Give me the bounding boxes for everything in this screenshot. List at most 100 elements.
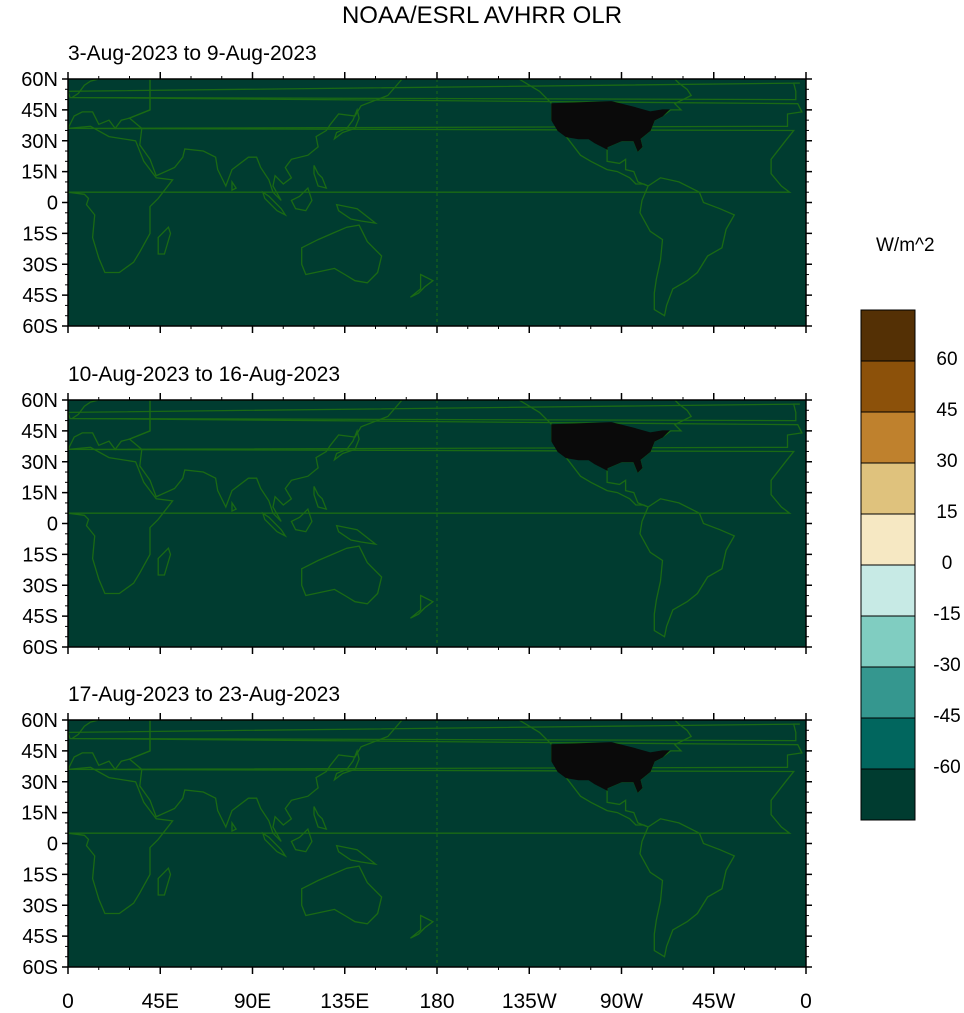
coastline-newguinea [335, 524, 378, 546]
coastline-greenland [712, 720, 716, 721]
coastline-nz [409, 273, 435, 298]
lat-tick-label: 45S [22, 926, 58, 948]
lon-tick-label: 90E [234, 990, 271, 1013]
lat-tick-label: 60N [21, 710, 58, 732]
lon-tick-label: 45E [142, 990, 179, 1013]
coastline-japan [333, 748, 360, 782]
coastline-uk [68, 723, 800, 742]
coastline-europe [68, 79, 803, 130]
coastline-sumatra [261, 511, 288, 538]
us-overlay [551, 422, 670, 473]
colorbar-swatch [860, 564, 916, 617]
coastline-samerica [639, 818, 736, 958]
us-overlay [551, 742, 670, 793]
coastlines [68, 79, 803, 326]
coastline-madagascar [157, 546, 172, 576]
coastline-madagascar [157, 866, 172, 896]
coastline-nz [409, 594, 435, 619]
coastline-sumatra [261, 190, 288, 217]
lon-tick-label: 135E [320, 990, 369, 1013]
lat-tick-label: 15S [22, 864, 58, 886]
colorbar-swatch [860, 411, 916, 464]
lat-tick-label: 0 [47, 834, 58, 856]
lat-tick-label: 15N [21, 803, 58, 825]
colorbar-swatch [860, 462, 916, 515]
lat-tick-label: 45N [21, 741, 58, 763]
lat-tick-label: 30S [22, 254, 58, 276]
colorbar-units: W/m^2 [876, 235, 935, 256]
coastline-srilanka [231, 179, 238, 192]
lat-tick-label: 60S [22, 316, 58, 338]
colorbar-swatch [860, 360, 916, 413]
coastline-australia [301, 865, 383, 925]
coastline-uk [68, 82, 800, 101]
lat-tick-label: 0 [47, 193, 58, 215]
lat-tick-label: 15S [22, 223, 58, 245]
lat-tick-label: 45S [22, 606, 58, 628]
lat-tick-label: 15S [22, 544, 58, 566]
colorbar [860, 309, 916, 821]
lat-tick-label: 45N [21, 100, 58, 122]
panel-1-label: 3-Aug-2023 to 9-Aug-2023 [68, 42, 317, 65]
colorbar-level-label: -45 [933, 706, 961, 727]
lat-tick-label: 30N [21, 452, 58, 474]
panel-3-label: 17-Aug-2023 to 23-Aug-2023 [68, 683, 341, 706]
colorbar-swatch [860, 666, 916, 719]
lon-tick-label: 135W [502, 990, 557, 1013]
lat-tick-label: 30N [21, 131, 58, 153]
coastline-philippines [313, 806, 328, 831]
colorbar-swatch [860, 717, 916, 770]
lat-tick-label: 45S [22, 285, 58, 307]
lat-tick-label: 60N [21, 69, 58, 91]
figure-title: NOAA/ESRL AVHRR OLR [341, 2, 623, 29]
coastline-samerica [639, 177, 736, 317]
coastline-srilanka [231, 820, 238, 833]
coastline-borneo [290, 186, 313, 212]
lon-tick-label: 90W [600, 990, 643, 1013]
coastline-uk [68, 403, 800, 422]
coastline-europe [68, 400, 803, 451]
coastline-asia [128, 720, 438, 842]
lat-tick-label: 15N [21, 162, 58, 184]
colorbar-level-label: -30 [933, 655, 961, 676]
lat-tick-label: 30S [22, 895, 58, 917]
coastline-philippines [313, 486, 328, 511]
coastline-australia [301, 224, 383, 284]
coastlines [68, 400, 803, 647]
lon-tick-label: 0 [62, 990, 74, 1013]
colorbar-swatch [860, 513, 916, 566]
colorbar-level-label: 60 [936, 349, 958, 370]
colorbar-swatch [860, 309, 916, 362]
lat-tick-label: 60S [22, 637, 58, 659]
lat-tick-label: 60N [21, 390, 58, 412]
coastline-nz [409, 914, 435, 939]
coastline-greenland [712, 79, 716, 80]
coastline-samerica [639, 498, 736, 638]
coastline-borneo [290, 507, 313, 533]
colorbar-swatch [860, 768, 916, 821]
coastline-greenland [712, 400, 716, 401]
lon-tick-label: 45W [692, 990, 735, 1013]
lon-tick-label: 0 [800, 990, 812, 1013]
colorbar-level-label: 0 [941, 553, 953, 574]
colorbar-level-label: 30 [936, 451, 958, 472]
map-panel-3: 60N 45N 30N 15N 0 15S 30S 45S 60S [21, 710, 812, 979]
colorbar-level-label: 45 [936, 400, 958, 421]
coastline-europe [68, 720, 803, 771]
coastline-newguinea [335, 844, 378, 866]
lat-tick-label: 0 [47, 514, 58, 536]
map-panel-1: 60N 45N 30N 15N 0 15S 30S 45S 60S [21, 69, 812, 338]
colorbar-swatch [860, 615, 916, 668]
colorbar-level-label: 15 [936, 502, 958, 523]
coastline-japan [333, 107, 360, 141]
coastline-sumatra [261, 831, 288, 858]
coastline-philippines [313, 165, 328, 190]
coastline-africa [68, 125, 796, 274]
lat-tick-label: 60S [22, 957, 58, 979]
coastline-australia [301, 545, 383, 605]
colorbar-level-label: -60 [933, 757, 961, 778]
coastline-asia [128, 79, 438, 201]
lat-tick-label: 15N [21, 483, 58, 505]
panel-2-label: 10-Aug-2023 to 16-Aug-2023 [68, 363, 341, 386]
